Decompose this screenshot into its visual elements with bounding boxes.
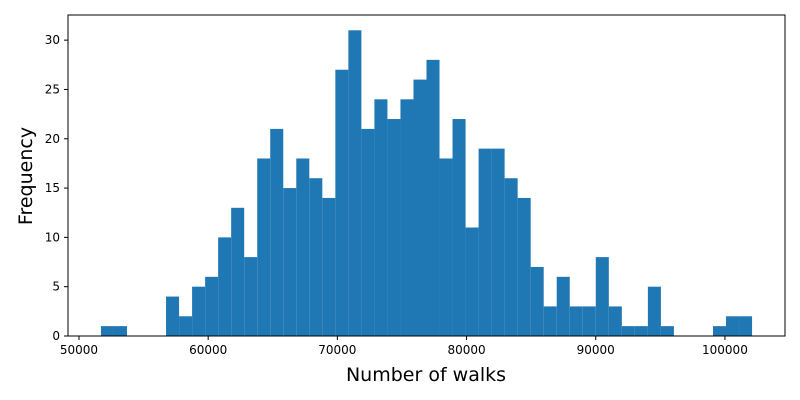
bar	[660, 326, 674, 336]
plot-frame	[67, 14, 786, 337]
y-tick-label: 15	[45, 181, 60, 195]
bar	[634, 326, 648, 336]
bar	[100, 326, 114, 336]
bar	[244, 257, 258, 336]
bar	[465, 227, 479, 336]
y-tick-label: 30	[45, 33, 60, 47]
bar	[283, 188, 297, 336]
bar	[374, 99, 388, 337]
bar	[179, 316, 193, 336]
x-tick-label: 60000	[189, 343, 227, 357]
bar	[413, 79, 427, 336]
y-tick-label: 5	[52, 280, 60, 294]
x-tick-label: 50000	[60, 343, 98, 357]
bar	[322, 197, 336, 336]
bar	[257, 158, 271, 336]
x-tick-label: 80000	[447, 343, 485, 357]
bar	[400, 99, 414, 337]
bar	[309, 178, 323, 336]
bar	[608, 306, 622, 336]
bar	[595, 257, 609, 336]
bar	[739, 316, 753, 336]
bar	[530, 266, 544, 336]
bar	[231, 207, 245, 336]
bar	[452, 119, 466, 336]
bar	[348, 30, 362, 337]
x-axis-label: Number of walks	[346, 364, 506, 386]
bar	[556, 276, 570, 336]
bar	[387, 119, 401, 336]
y-tick-label: 0	[52, 329, 60, 343]
bar	[192, 286, 206, 336]
bar	[218, 237, 232, 336]
y-tick-label: 25	[45, 82, 60, 96]
bar	[205, 276, 219, 336]
y-tick-label: 20	[45, 132, 60, 146]
bar	[166, 296, 180, 336]
bar	[569, 306, 583, 336]
bar	[543, 306, 557, 336]
bar	[296, 158, 310, 336]
bar	[726, 316, 740, 336]
bar	[426, 59, 440, 336]
bar	[335, 69, 349, 336]
bar	[504, 178, 518, 336]
bar	[270, 128, 284, 336]
x-tick-label: 70000	[318, 343, 356, 357]
bar	[712, 326, 727, 336]
y-tick-label: 10	[45, 230, 60, 244]
bar	[439, 158, 453, 336]
bar	[113, 326, 127, 336]
bar	[621, 326, 635, 336]
y-axis-label: Frequency	[15, 127, 37, 225]
bar	[647, 286, 661, 336]
bar	[478, 148, 492, 336]
bar	[361, 128, 375, 336]
x-tick-label: 100000	[702, 343, 748, 357]
bar	[491, 148, 505, 336]
bar	[517, 197, 531, 336]
bar	[582, 306, 596, 336]
x-tick-label: 90000	[577, 343, 615, 357]
